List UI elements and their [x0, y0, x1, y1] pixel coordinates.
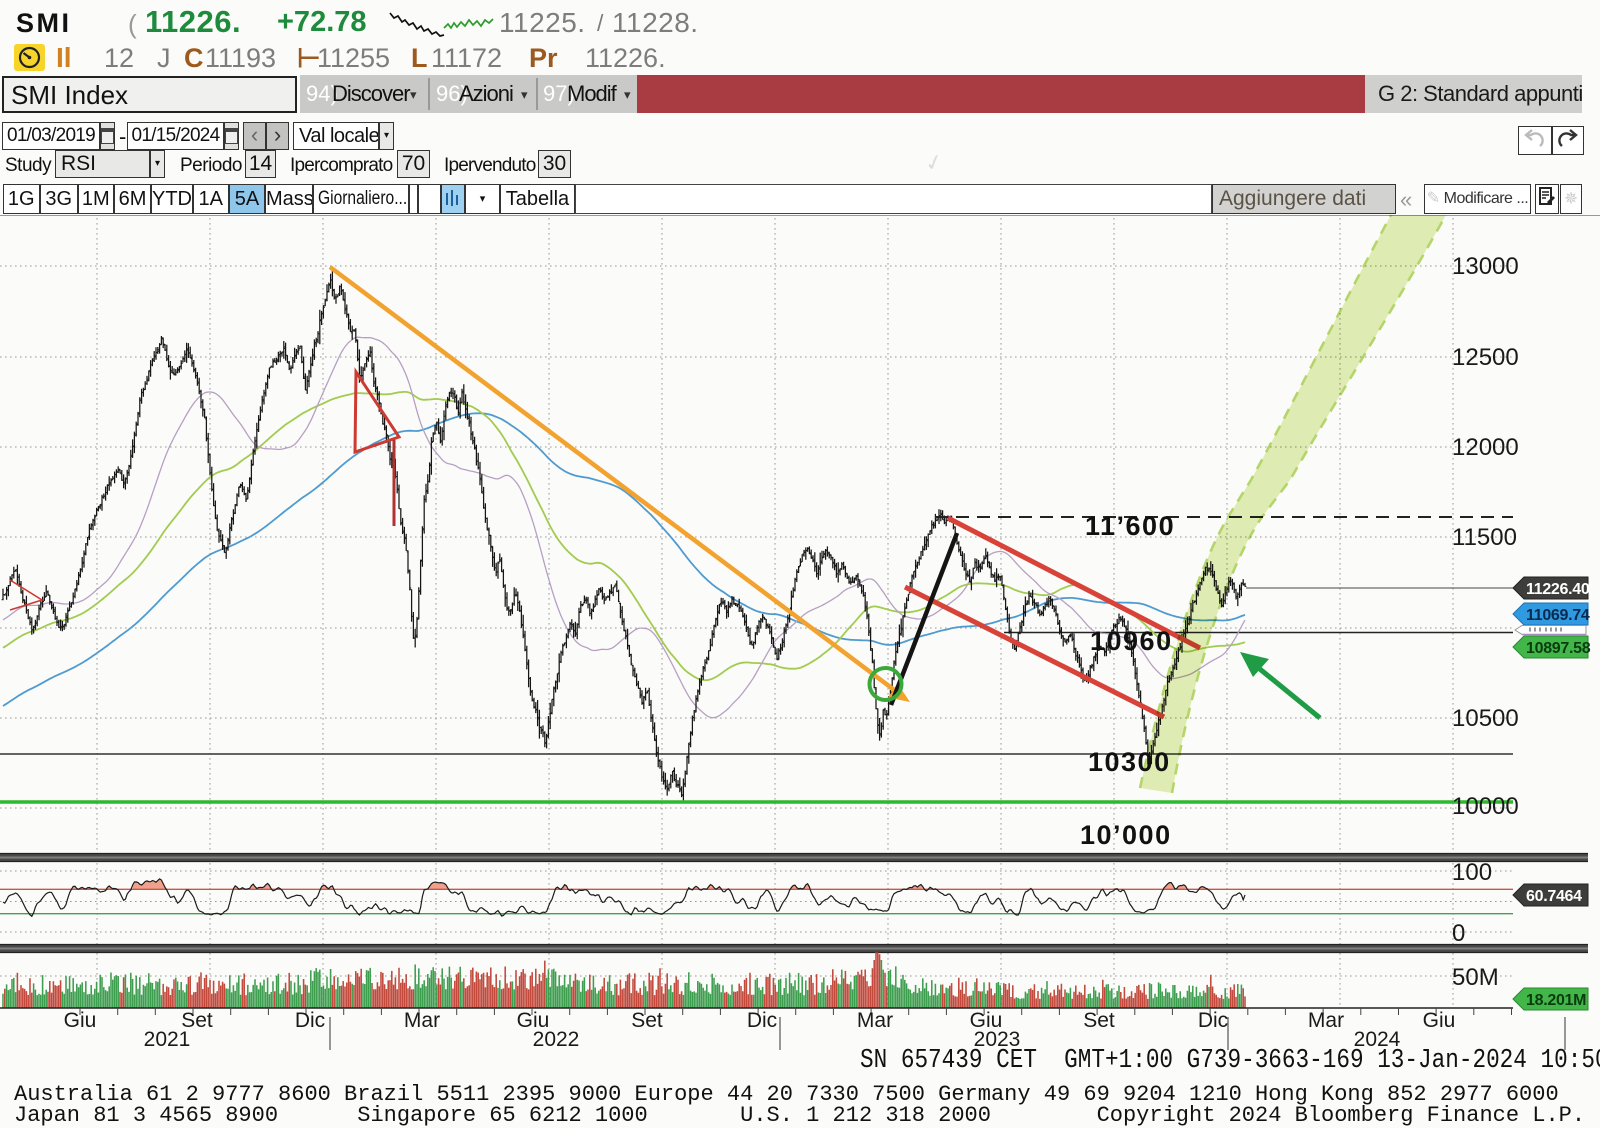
svg-text:Mar: Mar	[404, 1009, 440, 1032]
svg-text:10000: 10000	[1452, 793, 1519, 820]
svg-text:2021: 2021	[144, 1028, 191, 1051]
svg-text:11500: 11500	[1452, 524, 1517, 551]
svg-text:12500: 12500	[1452, 344, 1519, 371]
svg-text:10500: 10500	[1452, 705, 1519, 732]
svg-text:Set: Set	[631, 1009, 663, 1032]
svg-text:Set: Set	[1083, 1009, 1115, 1032]
svg-text:Dic: Dic	[295, 1009, 325, 1032]
svg-text:0: 0	[1452, 920, 1465, 947]
svg-text:10300: 10300	[1088, 747, 1171, 777]
svg-text:Mar: Mar	[857, 1009, 893, 1032]
svg-text:12000: 12000	[1452, 434, 1519, 461]
svg-text:10897.58: 10897.58	[1526, 640, 1591, 657]
svg-text:60.7464: 60.7464	[1526, 888, 1582, 905]
svg-text:100: 100	[1452, 859, 1492, 886]
svg-text:Mar: Mar	[1308, 1009, 1344, 1032]
svg-text:Dic: Dic	[1198, 1009, 1228, 1032]
svg-text:50M: 50M	[1452, 964, 1499, 991]
svg-text:11069.74: 11069.74	[1526, 607, 1590, 624]
svg-text:Dic: Dic	[747, 1009, 777, 1032]
svg-text:Giu: Giu	[64, 1009, 97, 1032]
svg-text:2022: 2022	[533, 1028, 580, 1051]
svg-text:11226.40: 11226.40	[1526, 581, 1590, 598]
svg-text:2024: 2024	[1354, 1028, 1401, 1051]
svg-text:10’000: 10’000	[1080, 820, 1172, 850]
svg-text:13000: 13000	[1452, 253, 1519, 280]
svg-text:11’600: 11’600	[1085, 511, 1175, 541]
svg-text:2023: 2023	[974, 1028, 1021, 1051]
svg-text:18.201M: 18.201M	[1526, 992, 1586, 1009]
svg-text:10960: 10960	[1090, 626, 1173, 656]
svg-text:Giu: Giu	[1423, 1009, 1456, 1032]
